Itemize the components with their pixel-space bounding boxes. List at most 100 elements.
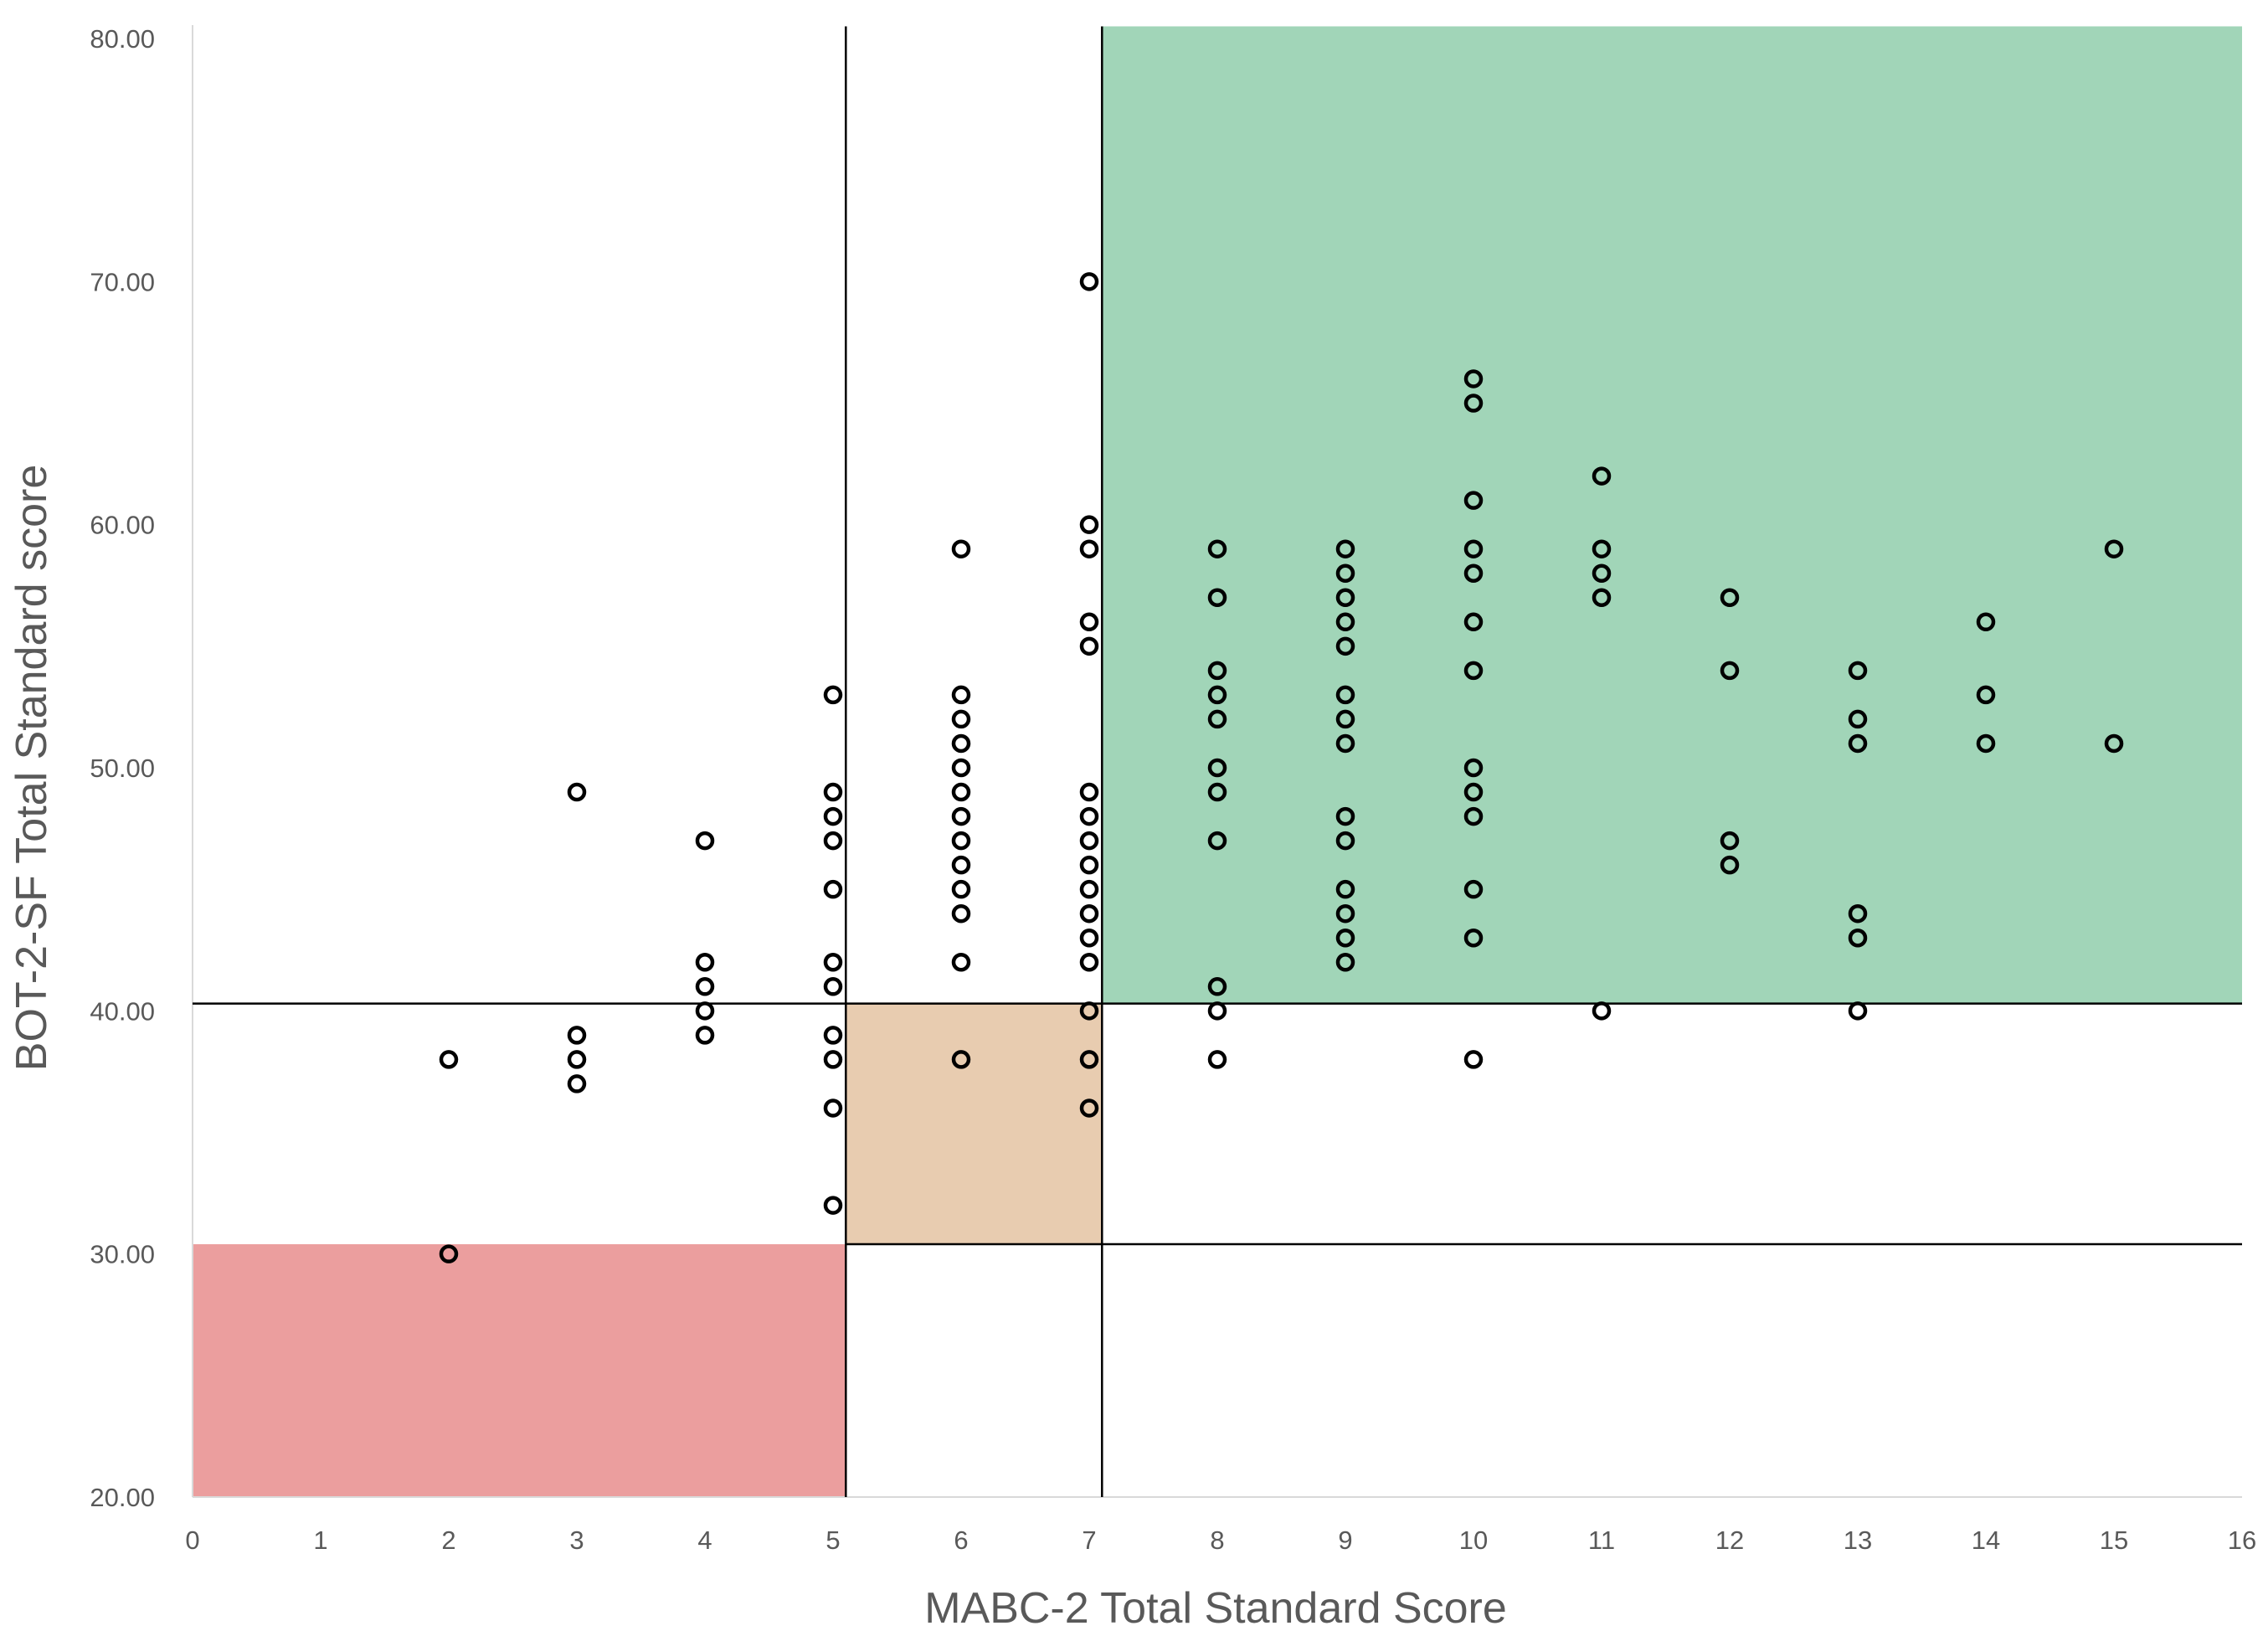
data-point — [1207, 539, 1227, 558]
y-tick-label: 30.00 — [90, 1240, 155, 1269]
data-point — [1463, 661, 1484, 681]
x-tick-label: 16 — [2228, 1526, 2256, 1555]
x-tick-label: 14 — [1972, 1526, 2000, 1555]
x-axis-tick-labels: 0 1 2 3 4 5 6 7 8 9 10 11 12 13 14 15 16 — [185, 1526, 2256, 1555]
data-point — [439, 1244, 459, 1263]
x-tick-label: 3 — [569, 1526, 584, 1555]
data-point — [951, 758, 971, 778]
data-point — [951, 733, 971, 754]
y-axis-tick-labels: 20.00 30.00 40.00 50.00 60.00 70.00 80.00 — [90, 24, 155, 1512]
x-tick-label: 10 — [1459, 1526, 1488, 1555]
data-point — [951, 903, 971, 924]
data-point — [1335, 903, 1355, 924]
data-point — [1720, 831, 1740, 851]
data-point — [1207, 782, 1227, 802]
data-point — [1335, 588, 1355, 608]
data-point — [1207, 831, 1227, 851]
data-point — [1848, 903, 1868, 924]
red-zone — [193, 1244, 846, 1497]
data-point — [823, 685, 843, 705]
y-tick-label: 50.00 — [90, 754, 155, 783]
data-point — [1207, 661, 1227, 681]
data-point — [2104, 539, 2124, 558]
x-tick-label: 7 — [1082, 1526, 1096, 1555]
data-point — [1335, 879, 1355, 899]
x-tick-label: 12 — [1715, 1526, 1744, 1555]
data-point — [1463, 782, 1484, 802]
x-tick-label: 0 — [185, 1526, 199, 1555]
data-point — [1335, 709, 1355, 729]
data-point — [1079, 1098, 1099, 1118]
data-point — [823, 831, 843, 851]
data-point — [1848, 1001, 1868, 1021]
data-point — [1079, 782, 1099, 802]
data-point — [951, 953, 971, 972]
data-point — [1463, 563, 1484, 583]
data-point — [823, 1026, 843, 1045]
data-point — [1335, 685, 1355, 705]
data-point — [1207, 1001, 1227, 1021]
data-point — [823, 1196, 843, 1215]
y-axis-title: BOT-2-SF Total Standard score — [8, 465, 56, 1071]
data-point — [1592, 539, 1612, 558]
axes — [192, 25, 2242, 1498]
data-point — [1848, 928, 1868, 948]
data-point — [2104, 733, 2124, 754]
data-point — [1463, 1050, 1484, 1069]
x-tick-label: 9 — [1338, 1526, 1352, 1555]
data-point — [1976, 733, 1996, 754]
data-point — [1207, 685, 1227, 705]
x-tick-label: 4 — [697, 1526, 712, 1555]
orange-zone — [846, 1003, 1103, 1245]
data-point — [567, 782, 587, 802]
y-tick-label: 20.00 — [90, 1483, 155, 1512]
data-point — [823, 782, 843, 802]
y-tick-label: 60.00 — [90, 511, 155, 540]
data-point — [1335, 806, 1355, 826]
x-tick-label: 15 — [2100, 1526, 2128, 1555]
data-point — [1079, 855, 1099, 875]
data-point — [1079, 928, 1099, 948]
data-point — [1079, 515, 1099, 534]
data-point — [1335, 733, 1355, 754]
data-point — [1848, 733, 1868, 754]
data-point — [1335, 563, 1355, 583]
data-point — [567, 1026, 587, 1045]
data-point — [695, 1001, 715, 1021]
x-tick-label: 1 — [313, 1526, 327, 1555]
data-point — [1079, 953, 1099, 972]
data-point — [951, 709, 971, 729]
data-point — [1079, 806, 1099, 826]
data-point — [1335, 928, 1355, 948]
data-point — [1720, 661, 1740, 681]
data-point — [695, 953, 715, 972]
data-point — [1592, 466, 1612, 486]
data-point — [823, 953, 843, 972]
data-point — [695, 977, 715, 996]
x-tick-label: 8 — [1210, 1526, 1224, 1555]
data-point — [1463, 491, 1484, 510]
x-tick-label: 6 — [954, 1526, 968, 1555]
data-point — [1079, 1001, 1099, 1021]
data-point — [951, 831, 971, 851]
data-point — [951, 879, 971, 899]
data-point — [1592, 563, 1612, 583]
data-point — [1463, 928, 1484, 948]
data-point — [951, 685, 971, 705]
x-tick-label: 11 — [1588, 1526, 1615, 1555]
data-point — [951, 782, 971, 802]
data-point — [1207, 758, 1227, 778]
data-point — [1079, 903, 1099, 924]
x-axis-title: MABC-2 Total Standard Score — [924, 1584, 1507, 1631]
data-point — [1463, 394, 1484, 413]
data-point — [1207, 588, 1227, 608]
data-point — [1463, 612, 1484, 632]
data-point — [695, 831, 715, 851]
data-point — [1079, 636, 1099, 656]
data-point — [1592, 1001, 1612, 1021]
data-point — [951, 855, 971, 875]
data-point — [823, 879, 843, 899]
data-point — [695, 1026, 715, 1045]
data-point — [1463, 879, 1484, 899]
